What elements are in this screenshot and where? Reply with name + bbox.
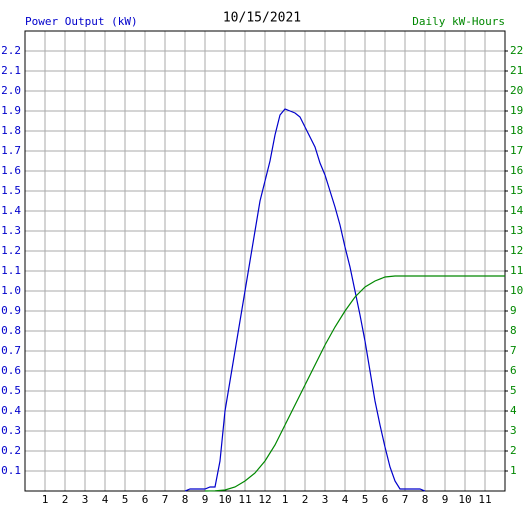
x-tick-label: 9 xyxy=(202,493,209,506)
x-tick-label: 11 xyxy=(478,493,491,506)
y2-tick-label: 13 xyxy=(510,224,523,237)
y-tick-label: 1.8 xyxy=(1,124,21,137)
x-tick-label: 3 xyxy=(322,493,329,506)
y-tick-label: 0.9 xyxy=(1,304,21,317)
y2-tick-label: 1 xyxy=(510,464,517,477)
series-line xyxy=(204,275,505,492)
y-tick-label: 0.4 xyxy=(1,404,21,417)
y2-tick-label: 12 xyxy=(510,244,523,257)
y-tick-label: 0.8 xyxy=(1,324,21,337)
x-tick-label: 10 xyxy=(218,493,231,506)
y2-tick-label: 17 xyxy=(510,144,523,157)
y-tick-label: 1.1 xyxy=(1,264,21,277)
y2-tick-label: 16 xyxy=(510,164,523,177)
x-tick-label: 2 xyxy=(62,493,69,506)
x-tick-label: 11 xyxy=(238,493,251,506)
x-tick-label: 8 xyxy=(422,493,429,506)
y-tick-label: 2.0 xyxy=(1,84,21,97)
x-tick-label: 5 xyxy=(122,493,129,506)
y2-tick-label: 21 xyxy=(510,64,523,77)
y2-tick-label: 14 xyxy=(510,204,524,217)
x-tick-label: 4 xyxy=(102,493,109,506)
x-tick-label: 7 xyxy=(402,493,409,506)
y-tick-label: 0.3 xyxy=(1,424,21,437)
plot-border xyxy=(24,30,506,492)
y-tick-label: 1.4 xyxy=(1,204,21,217)
y-tick-label: 1.9 xyxy=(1,104,21,117)
x-tick-label: 9 xyxy=(442,493,449,506)
y-tick-label: 1.7 xyxy=(1,144,21,157)
y2-tick-label: 4 xyxy=(510,404,517,417)
y2-tick-label: 3 xyxy=(510,424,517,437)
y2-tick-label: 22 xyxy=(510,44,523,57)
y2-tick-label: 20 xyxy=(510,84,523,97)
y2-tick-label: 15 xyxy=(510,184,523,197)
chart-title: 10/15/2021 xyxy=(223,11,301,26)
series-line xyxy=(184,108,426,492)
y-tick-label: 2.1 xyxy=(1,64,21,77)
y2-tick-label: 6 xyxy=(510,364,517,377)
y-tick-label: 1.0 xyxy=(1,284,21,297)
y-tick-label: 1.3 xyxy=(1,224,21,237)
y-tick-label: 1.5 xyxy=(1,184,21,197)
x-tick-label: 4 xyxy=(342,493,349,506)
y2-tick-label: 2 xyxy=(510,444,517,457)
y2-tick-label: 8 xyxy=(510,324,517,337)
y-tick-label: 2.2 xyxy=(1,44,21,57)
x-tick-label: 6 xyxy=(142,493,149,506)
y2-tick-label: 11 xyxy=(510,264,523,277)
x-tick-label: 6 xyxy=(382,493,389,506)
y-axis-label: Power Output (kW) xyxy=(25,15,138,28)
y-tick-label: 1.6 xyxy=(1,164,21,177)
x-tick-label: 7 xyxy=(162,493,169,506)
y2-tick-label: 9 xyxy=(510,304,517,317)
y2-tick-label: 7 xyxy=(510,344,517,357)
x-tick-label: 12 xyxy=(258,493,271,506)
y-tick-label: 0.7 xyxy=(1,344,21,357)
y-tick-label: 0.6 xyxy=(1,364,21,377)
x-tick-label: 5 xyxy=(362,493,369,506)
y2-tick-label: 19 xyxy=(510,104,523,117)
x-tick-label: 10 xyxy=(458,493,471,506)
y-tick-label: 1.2 xyxy=(1,244,21,257)
x-tick-label: 1 xyxy=(42,493,49,506)
y2-tick-label: 18 xyxy=(510,124,523,137)
y-tick-label: 0.1 xyxy=(1,464,21,477)
x-tick-label: 1 xyxy=(282,493,289,506)
x-tick-label: 8 xyxy=(182,493,189,506)
y-tick-label: 0.5 xyxy=(1,384,21,397)
y-tick-label: 0.2 xyxy=(1,444,21,457)
x-tick-label: 2 xyxy=(302,493,309,506)
y2-tick-label: 5 xyxy=(510,384,517,397)
x-tick-label: 3 xyxy=(82,493,89,506)
y2-axis-label: Daily kW-Hours xyxy=(412,15,505,28)
y2-tick-label: 10 xyxy=(510,284,523,297)
